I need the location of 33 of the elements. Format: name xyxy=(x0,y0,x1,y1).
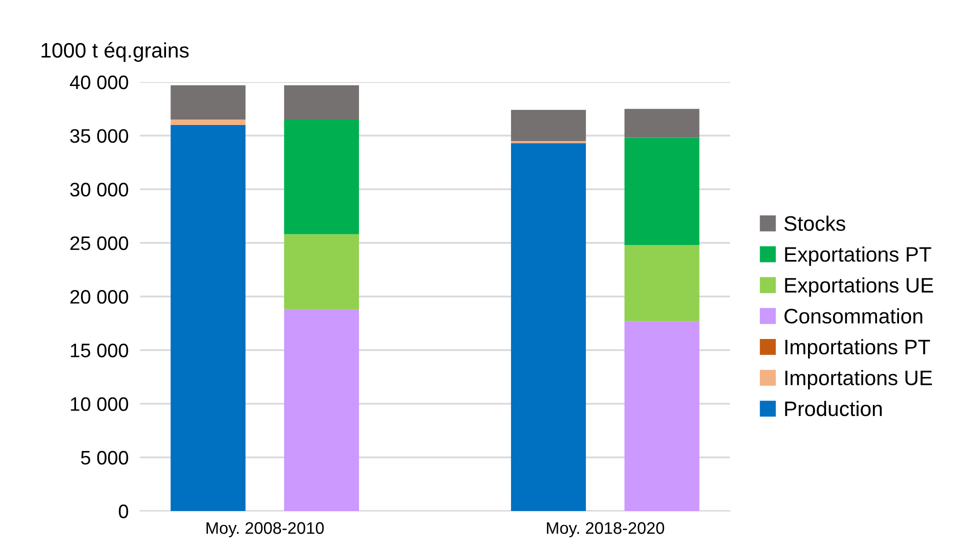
text: Moy. 2018-2020 xyxy=(546,522,664,538)
bar xyxy=(284,234,359,310)
bar xyxy=(624,245,700,322)
bar xyxy=(284,309,359,511)
bar xyxy=(170,85,246,120)
bar xyxy=(511,143,586,511)
legend-label: Consommation xyxy=(784,308,922,324)
y-axis-title: 1000 t éq.grains xyxy=(42,42,189,62)
bar xyxy=(511,110,586,141)
text: Moy. 2008-2010 xyxy=(206,522,324,538)
bar xyxy=(624,108,700,138)
y-tick-label: 40 000 xyxy=(70,75,128,90)
bar xyxy=(284,85,359,120)
y-tick-label: 30 000 xyxy=(70,182,128,196)
bar xyxy=(511,140,586,144)
legend-label: Exportations PT xyxy=(785,246,932,266)
legend-label: Stocks xyxy=(784,216,846,231)
y-tick-label: 10 000 xyxy=(70,397,128,411)
legend-label: Production xyxy=(785,400,882,416)
bar xyxy=(624,321,700,511)
bar xyxy=(170,120,246,125)
y-tick-label: 0 xyxy=(118,504,128,518)
legend-label: Importations UE xyxy=(785,370,932,390)
bar xyxy=(170,124,246,511)
y-tick-label: 5 000 xyxy=(81,450,128,465)
y-tick-label: 35 000 xyxy=(70,129,128,143)
y-tick-label: 20 000 xyxy=(70,290,128,304)
legend-label: Exportations UE xyxy=(785,277,934,297)
legend-label: Importations PT xyxy=(785,339,930,359)
y-tick-label: 25 000 xyxy=(70,236,128,250)
bar xyxy=(284,120,359,234)
y-tick-label: 15 000 xyxy=(70,344,128,358)
bar xyxy=(624,138,700,246)
